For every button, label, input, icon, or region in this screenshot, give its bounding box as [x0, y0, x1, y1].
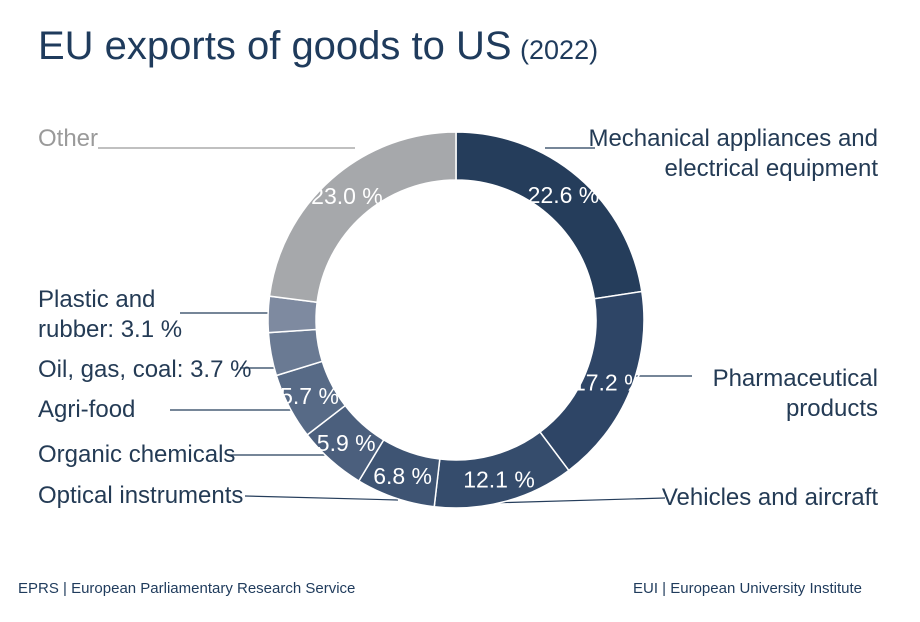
slice-value-label-pharmaceutical-products: 17.2 %	[573, 369, 645, 395]
leader-line-optical	[244, 495, 399, 501]
slice-value-label-other: 23.0 %	[311, 183, 383, 209]
legend-organic: Organic chemicals	[38, 441, 236, 468]
leader-lines	[98, 147, 692, 505]
legend-optical: Optical instruments	[38, 482, 244, 509]
legend-pharma-line1: Pharmaceutical	[712, 365, 878, 392]
legend-agri: Agri-food	[38, 396, 136, 423]
chart-title-main: EU exports of goods to US	[38, 24, 512, 68]
chart-title-year: (2022)	[520, 35, 599, 65]
slice-value-label-organic-chemicals: 5.9 %	[317, 430, 376, 456]
footer-source-left: EPRS | European Parliamentary Research S…	[18, 580, 356, 597]
legend-mechanical: Mechanical appliances and electrical equ…	[588, 124, 878, 184]
legend-plastic-line2: rubber: 3.1 %	[38, 316, 183, 343]
chart-title: EU exports of goods to US (2022)	[38, 24, 598, 69]
legend-oil: Oil, gas, coal: 3.7 %	[38, 356, 252, 383]
slice-other	[268, 131, 457, 304]
legend-other: Other	[38, 125, 99, 152]
legend-plastic: Plastic and rubber: 3.1 %	[38, 285, 182, 345]
legend-vehicles: Vehicles and aircraft	[661, 484, 878, 511]
slice-value-label-agri-food: 5.7 %	[280, 383, 339, 409]
legend-plastic-line1: Plastic and	[38, 286, 156, 313]
legend-pharma: Pharmaceutical products	[713, 364, 878, 424]
slice-value-label-optical-instruments: 6.8 %	[373, 463, 432, 489]
legend-pharma-line2: products	[785, 395, 878, 422]
legend-mechanical-line1: Mechanical appliances and	[588, 125, 878, 152]
slice-value-label-vehicles-and-aircraft: 12.1 %	[463, 466, 535, 492]
footer-source-right: EUI | European University Institute	[633, 580, 862, 597]
legend-mechanical-line2: electrical equipment	[664, 155, 878, 182]
slice-value-label-mechanical-appliances-and-electrical-equipment: 22.6 %	[528, 182, 600, 208]
